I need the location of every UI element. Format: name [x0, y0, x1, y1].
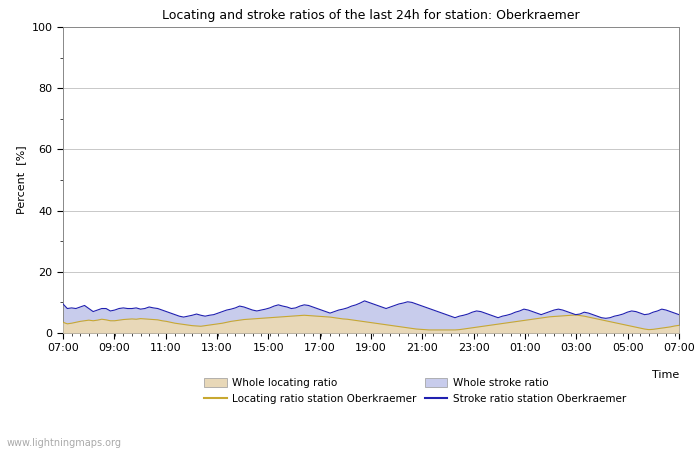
Title: Locating and stroke ratios of the last 24h for station: Oberkraemer: Locating and stroke ratios of the last 2…: [162, 9, 580, 22]
Legend: Whole locating ratio, Locating ratio station Oberkraemer, Whole stroke ratio, St: Whole locating ratio, Locating ratio sta…: [204, 378, 626, 404]
Text: Time: Time: [652, 370, 679, 380]
Text: www.lightningmaps.org: www.lightningmaps.org: [7, 438, 122, 448]
Y-axis label: Percent  [%]: Percent [%]: [16, 146, 26, 214]
